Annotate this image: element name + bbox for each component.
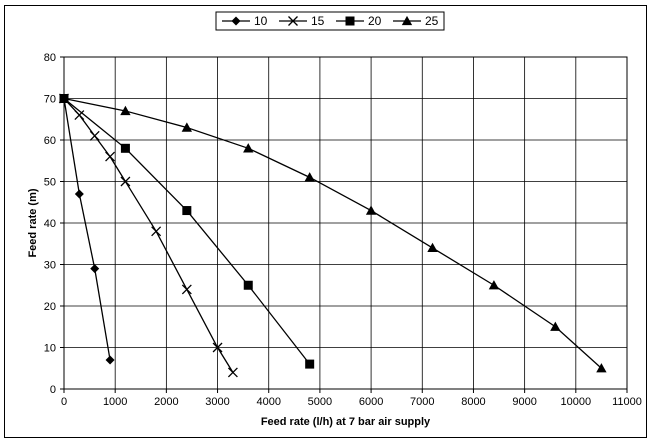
x-tick-label: 11000 <box>612 396 642 408</box>
x-tick-label: 2000 <box>154 396 178 408</box>
legend-label: 10 <box>254 14 268 28</box>
data-point <box>90 264 100 274</box>
y-tick-label: 70 <box>44 94 56 106</box>
legend: 10 15 20 25 <box>215 11 445 31</box>
x-tick-label: 3000 <box>205 396 229 408</box>
x-tick-label: 5000 <box>308 396 332 408</box>
legend-item: 15 <box>279 14 325 28</box>
legend-marker <box>401 15 413 26</box>
x-tick-label: 4000 <box>256 396 280 408</box>
x-tick-label: 10000 <box>561 396 592 408</box>
data-point <box>89 130 100 141</box>
data-point <box>74 110 85 121</box>
data-point <box>596 363 607 373</box>
axis-ticks: 0 1000 2000 3000 4000 5000 6000 7000 8000 9000 100… <box>44 52 642 408</box>
legend-label: 25 <box>425 14 439 28</box>
legend-box <box>215 11 445 31</box>
data-point <box>488 280 500 290</box>
data-point <box>304 172 315 182</box>
series-15 <box>59 93 238 378</box>
data-point <box>58 93 70 103</box>
series-line <box>63 98 111 361</box>
chart-frame <box>4 5 647 438</box>
data-point <box>243 280 253 290</box>
legend-label: 15 <box>311 14 325 28</box>
legend-item: 10 <box>222 14 268 28</box>
data-point <box>305 359 315 369</box>
y-tick-label: 50 <box>44 177 56 189</box>
y-tick-label: 0 <box>50 384 56 396</box>
x-tick-label: 8000 <box>461 396 485 408</box>
y-tick-label: 60 <box>44 135 56 147</box>
data-point <box>182 206 192 216</box>
data-point <box>365 205 377 215</box>
legend-marker <box>231 16 241 26</box>
data-point <box>74 189 84 199</box>
data-point <box>427 242 438 253</box>
data-point <box>227 367 238 378</box>
y-tick-label: 40 <box>44 218 56 230</box>
y-tick-label: 80 <box>44 52 56 64</box>
x-tick-label: 7000 <box>410 396 434 408</box>
y-axis-title: Feed rate (m) <box>27 188 39 257</box>
series-line <box>63 97 602 369</box>
series-25 <box>58 93 607 373</box>
y-tick-label: 20 <box>44 301 56 313</box>
x-axis-title: Feed rate (l/h) at 7 bar air supply <box>261 416 431 428</box>
data-point <box>151 226 162 237</box>
data-point <box>212 342 223 353</box>
data-point <box>120 176 131 187</box>
data-point <box>550 321 561 331</box>
legend-label: 20 <box>368 14 382 28</box>
data-point <box>181 122 193 132</box>
data-point <box>105 151 116 162</box>
x-tick-label: 6000 <box>359 396 383 408</box>
data-point <box>120 105 131 116</box>
series-layer <box>58 93 607 378</box>
x-tick-label: 1000 <box>103 396 127 408</box>
x-tick-label: 9000 <box>512 396 536 408</box>
y-tick-label: 10 <box>44 343 56 355</box>
legend-item: 25 <box>393 14 439 28</box>
data-point <box>181 284 192 295</box>
data-point <box>105 355 115 365</box>
series-line <box>63 97 311 365</box>
legend-marker <box>288 16 298 26</box>
data-point <box>243 143 254 153</box>
data-point <box>120 143 130 153</box>
series-10 <box>59 94 115 365</box>
y-tick-label: 30 <box>44 260 56 272</box>
grid-lines <box>64 57 627 389</box>
legend-item: 20 <box>336 14 382 28</box>
series-20 <box>59 94 315 369</box>
legend-marker <box>345 16 355 26</box>
x-tick-label: 0 <box>61 396 67 408</box>
